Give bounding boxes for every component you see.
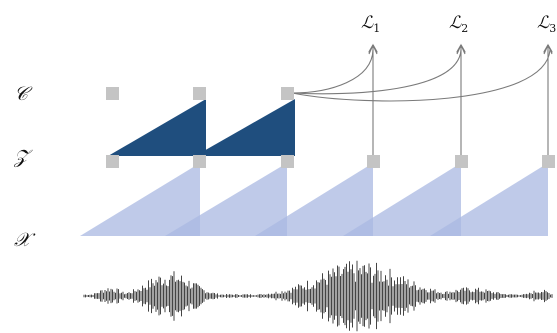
arrowhead-loss-2	[456, 43, 466, 55]
loss-3-sub: 3	[549, 22, 556, 35]
connector-c-to-loss-1	[291, 49, 374, 94]
z-node-2	[193, 155, 206, 168]
encoder-triangle-2	[165, 163, 287, 236]
encoder-triangle-5	[430, 163, 548, 236]
encoder-triangle-4	[343, 163, 461, 236]
z-node-6	[542, 155, 555, 168]
row-label-c: 𝒞	[14, 83, 33, 105]
arrowhead-loss-1	[368, 43, 378, 55]
connector-c-to-loss-3	[291, 49, 551, 102]
arrowhead-loss-3	[543, 43, 553, 55]
audio-waveform	[83, 260, 553, 332]
loss-label-2: ℒ2	[449, 13, 468, 35]
connector-c-to-loss-2	[291, 49, 462, 95]
c-node-3	[281, 87, 294, 100]
loss-1-base: ℒ	[361, 13, 374, 33]
loss-label-1: ℒ1	[361, 13, 380, 35]
context-triangle-1	[108, 99, 206, 156]
loss-label-3: ℒ3	[537, 13, 556, 35]
row-label-x: 𝒳	[14, 229, 36, 251]
loss-2-sub: 2	[461, 22, 468, 35]
waveform-trace	[83, 260, 553, 332]
loss-1-sub: 1	[373, 22, 380, 35]
encoder-triangle-3	[255, 163, 373, 236]
z-node-5	[455, 155, 468, 168]
loss-2-base: ℒ	[449, 13, 462, 33]
row-label-z: 𝒵	[13, 146, 33, 168]
context-triangle-2	[195, 99, 295, 156]
z-node-3	[281, 155, 294, 168]
z-node-1	[106, 155, 119, 168]
encoder-triangle-1	[80, 163, 200, 236]
z-node-4	[367, 155, 380, 168]
c-node-1	[106, 87, 119, 100]
loss-3-base: ℒ	[537, 13, 550, 33]
c-node-2	[193, 87, 206, 100]
